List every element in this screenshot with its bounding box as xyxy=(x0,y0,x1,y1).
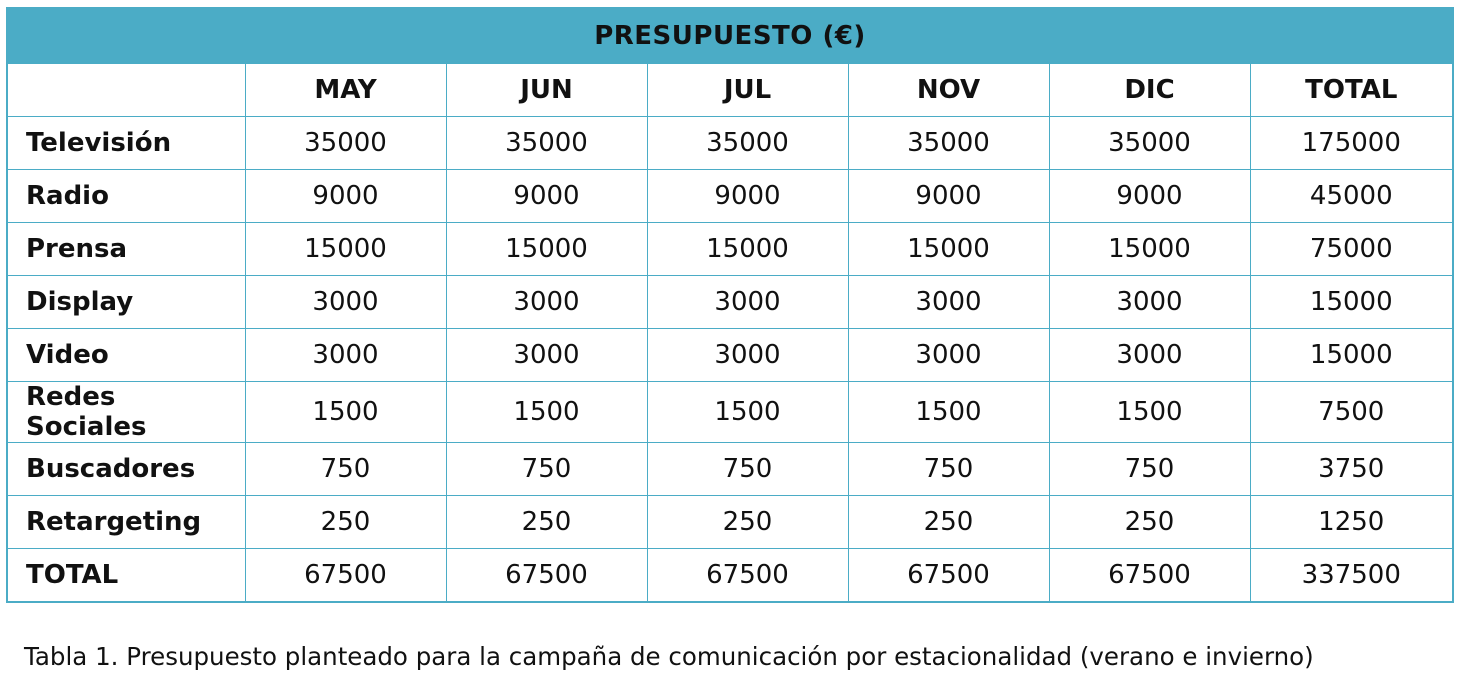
table-cell: 9000 xyxy=(646,169,849,223)
table-cell: 750 xyxy=(445,442,648,496)
row-label: Radio xyxy=(6,169,246,223)
table-cell: 15000 xyxy=(646,222,849,276)
title-row: PRESUPUESTO (€) xyxy=(6,7,1454,64)
table-row: Televisión 35000 35000 35000 35000 35000 17500… xyxy=(6,116,1454,170)
table-cell: 35000 xyxy=(445,116,648,170)
table-row: Buscadores 750 750 750 750 750 3750 xyxy=(6,442,1454,496)
table-cell: 67500 xyxy=(1048,548,1251,603)
table-cell: 1250 xyxy=(1249,495,1454,549)
table-cell: 15000 xyxy=(1249,275,1454,329)
row-label: Prensa xyxy=(6,222,246,276)
table-cell: 175000 xyxy=(1249,116,1454,170)
table-cell: 15000 xyxy=(244,222,447,276)
table-cell: 45000 xyxy=(1249,169,1454,223)
table-row: Video 3000 3000 3000 3000 3000 15000 xyxy=(6,328,1454,382)
table-cell: 3750 xyxy=(1249,442,1454,496)
table-cell: 3000 xyxy=(1048,328,1251,382)
table-cell: 750 xyxy=(646,442,849,496)
table-cell: 67500 xyxy=(445,548,648,603)
table-cell: 15000 xyxy=(847,222,1050,276)
column-header-row: MAY JUN JUL NOV DIC TOTAL xyxy=(6,63,1454,117)
table-cell: 67500 xyxy=(646,548,849,603)
column-header-jun: JUN xyxy=(445,63,648,117)
row-label: Redes Sociales xyxy=(6,381,246,443)
table-cell: 15000 xyxy=(1249,328,1454,382)
table-row: Prensa 15000 15000 15000 15000 15000 75000 xyxy=(6,222,1454,276)
table-cell: 9000 xyxy=(1048,169,1251,223)
table-cell: 67500 xyxy=(244,548,447,603)
table-cell: 3000 xyxy=(445,328,648,382)
table-row: Retargeting 250 250 250 250 250 1250 xyxy=(6,495,1454,549)
table-cell: 250 xyxy=(646,495,849,549)
table-cell: 9000 xyxy=(847,169,1050,223)
column-header-nov: NOV xyxy=(847,63,1050,117)
table-cell: 3000 xyxy=(244,275,447,329)
table-cell: 250 xyxy=(445,495,648,549)
table-cell: 67500 xyxy=(847,548,1050,603)
table-cell: 1500 xyxy=(244,381,447,443)
table-row: Redes Sociales 1500 1500 1500 1500 1500 7500 xyxy=(6,381,1454,443)
table-row: Display 3000 3000 3000 3000 3000 15000 xyxy=(6,275,1454,329)
table-cell: 35000 xyxy=(847,116,1050,170)
table-cell: 15000 xyxy=(1048,222,1251,276)
table-cell: 250 xyxy=(847,495,1050,549)
table-cell: 750 xyxy=(847,442,1050,496)
table-cell: 1500 xyxy=(1048,381,1251,443)
table-cell: 35000 xyxy=(646,116,849,170)
table-title: PRESUPUESTO (€) xyxy=(6,7,1454,64)
table-cell: 9000 xyxy=(445,169,648,223)
table-cell: 1500 xyxy=(445,381,648,443)
table-cell: 1500 xyxy=(847,381,1050,443)
table-cell: 250 xyxy=(244,495,447,549)
table-cell: 15000 xyxy=(445,222,648,276)
table-cell: 3000 xyxy=(646,275,849,329)
row-label: Display xyxy=(6,275,246,329)
table-cell: 35000 xyxy=(1048,116,1251,170)
column-header-empty xyxy=(6,63,246,117)
row-label: Video xyxy=(6,328,246,382)
table-row: TOTAL 67500 67500 67500 67500 67500 337500 xyxy=(6,548,1454,603)
table-caption: Tabla 1. Presupuesto planteado para la c… xyxy=(24,642,1314,671)
table-cell: 250 xyxy=(1048,495,1251,549)
table-row: Radio 9000 9000 9000 9000 9000 45000 xyxy=(6,169,1454,223)
table-cell: 9000 xyxy=(244,169,447,223)
row-label: Televisión xyxy=(6,116,246,170)
column-header-total: TOTAL xyxy=(1249,63,1454,117)
table-cell: 35000 xyxy=(244,116,447,170)
table-body: Televisión 35000 35000 35000 35000 35000 17500… xyxy=(6,116,1454,603)
column-header-dic: DIC xyxy=(1048,63,1251,117)
row-label: Retargeting xyxy=(6,495,246,549)
table-cell: 3000 xyxy=(847,328,1050,382)
budget-table: PRESUPUESTO (€) MAY JUN JUL NOV DIC TOTA… xyxy=(6,7,1455,603)
table-cell: 3000 xyxy=(1048,275,1251,329)
column-header-jul: JUL xyxy=(646,63,849,117)
row-label: TOTAL xyxy=(6,548,246,603)
table-cell: 7500 xyxy=(1249,381,1454,443)
table-cell: 750 xyxy=(244,442,447,496)
column-header-may: MAY xyxy=(244,63,447,117)
table-cell: 3000 xyxy=(847,275,1050,329)
table-cell: 750 xyxy=(1048,442,1251,496)
table-cell: 75000 xyxy=(1249,222,1454,276)
table-cell: 1500 xyxy=(646,381,849,443)
table-cell: 337500 xyxy=(1249,548,1454,603)
row-label: Buscadores xyxy=(6,442,246,496)
table-cell: 3000 xyxy=(646,328,849,382)
table-cell: 3000 xyxy=(445,275,648,329)
table-cell: 3000 xyxy=(244,328,447,382)
